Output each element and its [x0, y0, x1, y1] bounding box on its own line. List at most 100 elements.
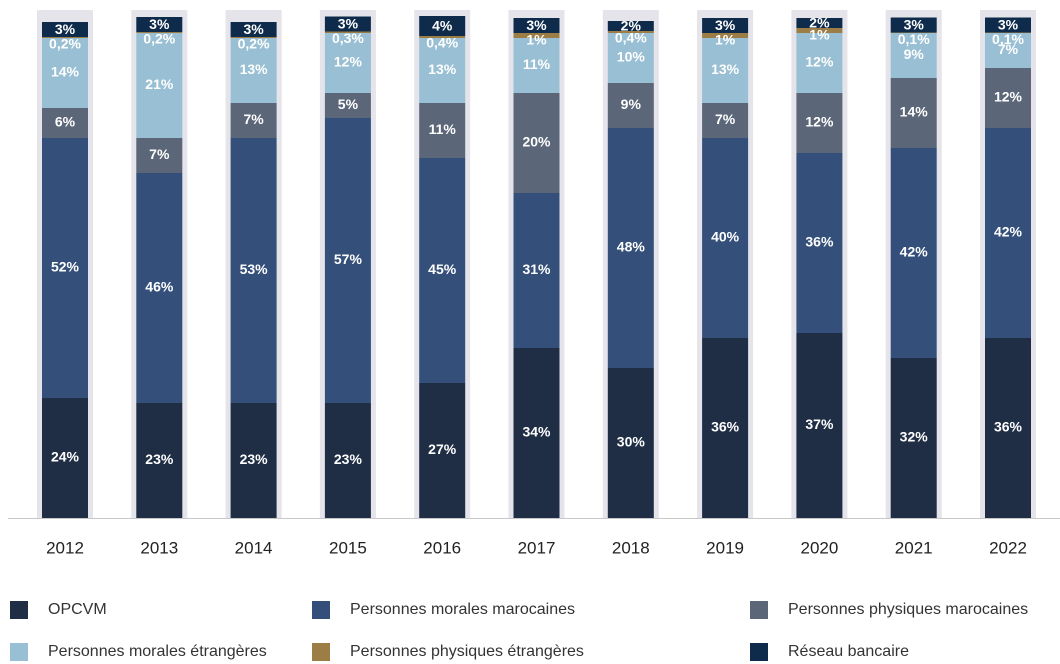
- bar-segment: [136, 17, 183, 32]
- bar-segment: [796, 93, 843, 153]
- legend-label: Personnes physiques étrangères: [350, 643, 584, 660]
- bar-segment: [136, 32, 183, 33]
- bar-segment: [890, 78, 937, 148]
- bar-segment: [42, 138, 88, 398]
- bar-segment: [419, 158, 466, 383]
- bar-segment: [702, 338, 749, 518]
- bar-segment: [230, 403, 277, 518]
- bar-segment: [796, 28, 843, 33]
- data-label: 45%: [428, 261, 457, 277]
- bar-segment: [42, 398, 88, 518]
- bar-segment: [985, 68, 1031, 128]
- bar-segment: [324, 118, 371, 403]
- bar-segment: [985, 338, 1031, 518]
- bar-segment: [607, 368, 654, 518]
- bar-segment: [513, 348, 560, 518]
- data-label: 34%: [522, 424, 551, 440]
- bar-segment: [607, 83, 654, 128]
- bar-segment: [324, 16, 371, 32]
- bar-segment: [607, 31, 654, 33]
- data-label: 53%: [240, 261, 269, 277]
- bar-segment: [324, 33, 371, 93]
- bar-segment: [230, 37, 277, 38]
- bar-segment: [324, 403, 371, 518]
- bar-segment: [513, 193, 560, 348]
- data-label: 3%: [715, 17, 736, 33]
- legend-label: Personnes morales étrangères: [48, 643, 267, 660]
- bar-segment: [985, 32, 1031, 33]
- bar-segment: [890, 358, 937, 518]
- bar-segment: [890, 32, 937, 33]
- bar-segment: [324, 31, 371, 33]
- data-label: 11%: [429, 121, 457, 137]
- bar-segment: [607, 128, 654, 368]
- bar-segment: [230, 22, 277, 37]
- legend-label: OPCVM: [48, 601, 107, 618]
- bar-segment: [702, 38, 749, 103]
- x-tick-label: 2019: [706, 538, 744, 557]
- data-label: 7%: [715, 111, 736, 127]
- bar-segment: [136, 138, 183, 173]
- data-label: 27%: [428, 441, 457, 457]
- data-label: 24%: [51, 449, 80, 465]
- bar-segment: [985, 17, 1031, 33]
- x-tick-label: 2012: [46, 538, 84, 557]
- legend-label: Réseau bancaire: [788, 643, 909, 660]
- data-label: 40%: [711, 229, 740, 245]
- bar-segment: [702, 138, 749, 338]
- bar-segment: [419, 38, 466, 103]
- bar-segment: [796, 333, 843, 518]
- data-label: 3%: [526, 17, 547, 33]
- data-label: 4%: [432, 18, 453, 34]
- data-label: 7%: [243, 111, 264, 127]
- bar-segment: [796, 18, 843, 28]
- bar-segment: [796, 33, 843, 93]
- bar-segment: [513, 18, 560, 33]
- bar-segment: [419, 16, 466, 36]
- bar-segment: [890, 148, 937, 358]
- bar-segment: [513, 38, 560, 93]
- data-label: 13%: [428, 61, 457, 77]
- data-label: 13%: [711, 61, 740, 77]
- data-label: 57%: [334, 251, 363, 267]
- bar-segment: [136, 403, 183, 518]
- data-label: 23%: [240, 451, 269, 467]
- bar-segment: [42, 22, 88, 37]
- legend-swatch: [10, 643, 28, 661]
- data-label: 9%: [904, 46, 925, 62]
- x-tick-label: 2017: [518, 538, 556, 557]
- bar-segment: [324, 93, 371, 118]
- bar-segment: [136, 173, 183, 403]
- data-label: 32%: [900, 429, 929, 445]
- legend-swatch: [750, 643, 768, 661]
- data-label: 1%: [809, 27, 830, 43]
- bar-segment: [419, 36, 466, 38]
- legend-swatch: [312, 601, 330, 619]
- data-label: 3%: [998, 17, 1019, 33]
- bar-segment: [513, 93, 560, 193]
- data-label: 14%: [51, 64, 80, 80]
- x-tick-label: 2016: [423, 538, 461, 557]
- bar-segment: [230, 138, 277, 403]
- data-label: 0,1%: [898, 31, 930, 47]
- data-label: 42%: [900, 244, 929, 260]
- bar-segment: [985, 128, 1031, 338]
- x-tick-label: 2013: [140, 538, 178, 557]
- bar-segment: [136, 33, 183, 138]
- data-label: 0,1%: [992, 31, 1024, 47]
- data-label: 7%: [149, 146, 170, 162]
- legend-swatch: [312, 643, 330, 661]
- data-label: 37%: [805, 416, 834, 432]
- data-label: 48%: [617, 239, 646, 255]
- data-label: 31%: [522, 261, 551, 277]
- data-label: 10%: [617, 49, 646, 65]
- x-tick-label: 2022: [989, 538, 1027, 557]
- data-label: 6%: [55, 114, 76, 130]
- bar-segment: [890, 17, 937, 33]
- data-label: 21%: [145, 76, 174, 92]
- data-label: 3%: [243, 21, 264, 37]
- data-label: 3%: [55, 21, 76, 37]
- data-label: 9%: [621, 96, 642, 112]
- data-label: 23%: [145, 451, 174, 467]
- bar-segment: [230, 38, 277, 103]
